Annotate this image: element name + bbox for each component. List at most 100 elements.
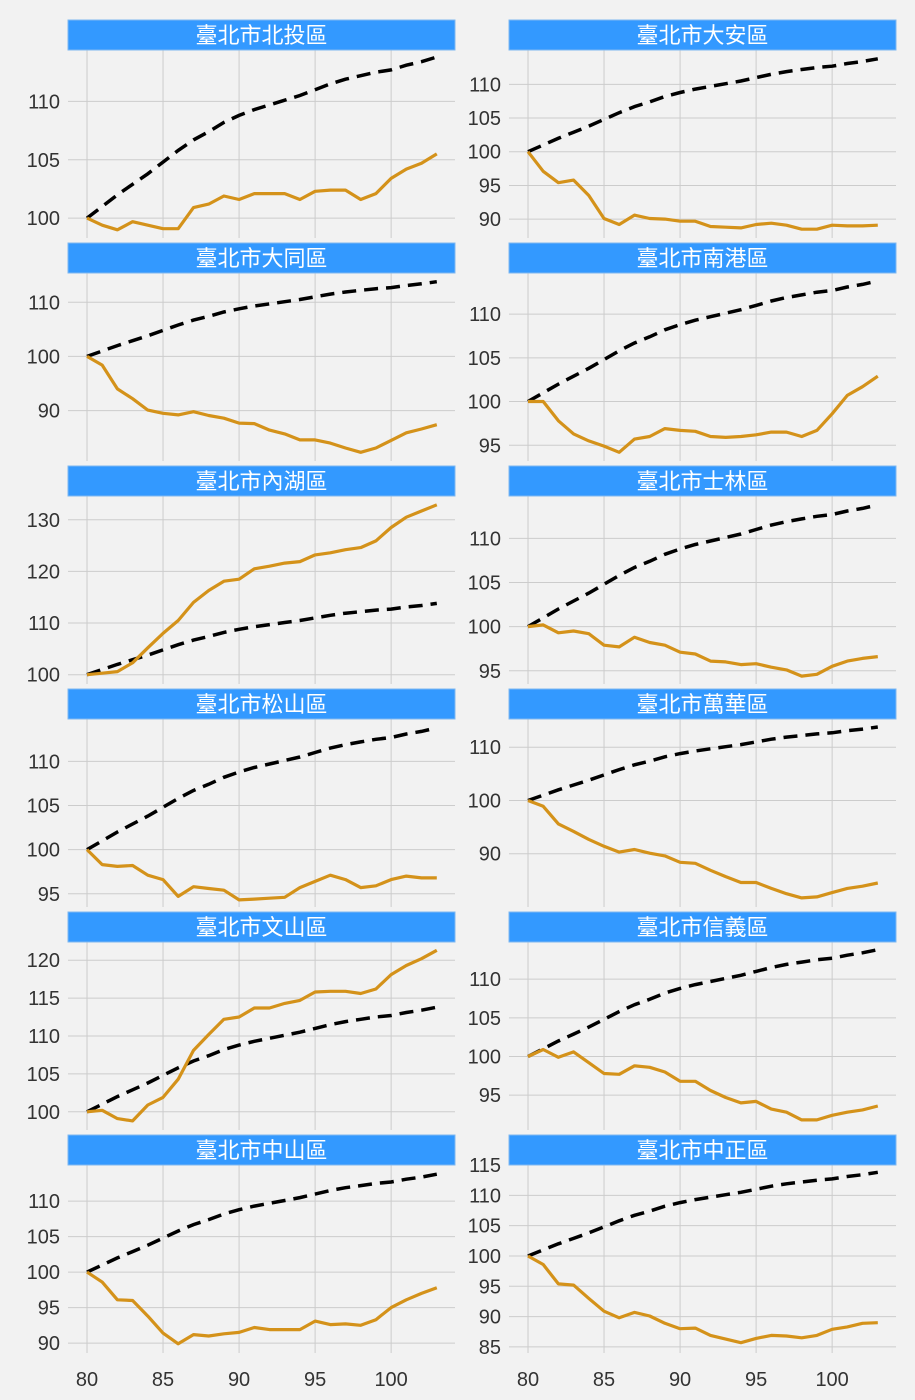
panel: 100 105 110 115 120 臺北市文山區 bbox=[27, 911, 456, 1130]
district-line bbox=[527, 1254, 878, 1345]
panel: 95 100 105 110 臺北市士林區 bbox=[468, 465, 897, 684]
district-line bbox=[86, 948, 438, 1123]
x-tick-label: 100 bbox=[374, 1369, 407, 1391]
y-tick-label: 95 bbox=[479, 175, 501, 197]
y-tick-label: 105 bbox=[468, 348, 501, 370]
y-tick-label: 110 bbox=[28, 91, 60, 113]
panel: 100 110 120 130 臺北市內湖區 bbox=[27, 465, 456, 687]
y-tick-label: 95 bbox=[38, 884, 60, 906]
y-tick-label: 105 bbox=[468, 108, 501, 130]
panel-title-bar bbox=[508, 911, 897, 943]
panel: 85 90 95 100 105 110 115 臺北市中正區 80 85 90 95 100 bbox=[468, 1134, 897, 1391]
y-tick-label: 100 bbox=[468, 1246, 501, 1268]
y-tick-label: 95 bbox=[479, 435, 501, 457]
reference-line bbox=[86, 1172, 438, 1274]
x-tick-label: 85 bbox=[593, 1369, 615, 1391]
y-tick-label: 95 bbox=[479, 1276, 501, 1298]
district-line bbox=[86, 355, 438, 454]
panel-title-bar bbox=[508, 242, 897, 274]
reference-line bbox=[527, 57, 879, 154]
panel: 90 100 110 臺北市大同區 bbox=[27, 242, 456, 461]
reference-line bbox=[86, 601, 438, 677]
x-tick-label: 85 bbox=[152, 1369, 174, 1391]
x-tick-label: 90 bbox=[669, 1369, 691, 1391]
y-tick-label: 110 bbox=[28, 613, 60, 635]
y-tick-label: 105 bbox=[27, 795, 60, 817]
y-tick-label: 105 bbox=[27, 150, 60, 172]
district-line bbox=[86, 152, 438, 232]
panel-title: 臺北市中正區 bbox=[636, 1139, 768, 1164]
y-tick-label: 105 bbox=[27, 1227, 60, 1249]
reference-line bbox=[85, 55, 438, 220]
reference-line bbox=[527, 725, 879, 803]
panel-title: 臺北市南港區 bbox=[636, 247, 768, 272]
y-tick-label: 115 bbox=[28, 988, 60, 1010]
district-line bbox=[527, 1047, 879, 1122]
y-tick-label: 90 bbox=[479, 1307, 501, 1329]
district-line bbox=[86, 503, 438, 677]
panel-title-bar bbox=[508, 465, 897, 497]
x-tick-label: 95 bbox=[304, 1369, 326, 1391]
y-tick-label: 85 bbox=[479, 1337, 501, 1359]
panel: 95 100 105 110 臺北市松山區 bbox=[27, 688, 456, 907]
y-tick-label: 105 bbox=[468, 1008, 501, 1030]
panel-title-bar bbox=[67, 465, 456, 497]
reference-line bbox=[527, 1170, 879, 1258]
y-tick-label: 100 bbox=[468, 1047, 501, 1069]
y-tick-label: 90 bbox=[38, 401, 60, 423]
y-tick-label: 110 bbox=[469, 1185, 501, 1207]
panel: 95 100 105 110 臺北市南港區 bbox=[468, 242, 897, 461]
y-tick-label: 90 bbox=[479, 844, 501, 866]
panel-title: 臺北市信義區 bbox=[636, 916, 768, 941]
panel-title: 臺北市北投區 bbox=[195, 24, 327, 49]
panel-title: 臺北市大安區 bbox=[636, 24, 768, 49]
y-tick-label: 100 bbox=[27, 665, 60, 687]
panel: 90 100 110 臺北市萬華區 bbox=[468, 688, 897, 907]
y-tick-label: 100 bbox=[27, 346, 60, 368]
y-tick-label: 120 bbox=[27, 561, 60, 583]
panel: 100 105 110 臺北市北投區 bbox=[27, 19, 456, 238]
panel-title: 臺北市中山區 bbox=[195, 1139, 327, 1164]
panel: 95 100 105 110 臺北市信義區 bbox=[468, 911, 897, 1130]
panel-title-bar bbox=[508, 19, 897, 51]
y-tick-label: 100 bbox=[27, 1262, 60, 1284]
panel-title: 臺北市萬華區 bbox=[636, 693, 768, 718]
y-tick-label: 95 bbox=[479, 661, 501, 683]
y-tick-label: 110 bbox=[469, 304, 501, 326]
y-tick-label: 90 bbox=[479, 209, 501, 231]
x-tick-label: 100 bbox=[815, 1369, 848, 1391]
y-tick-label: 100 bbox=[27, 840, 60, 862]
reference-line bbox=[86, 1005, 438, 1114]
y-tick-label: 90 bbox=[38, 1333, 60, 1355]
district-line bbox=[527, 623, 878, 678]
y-tick-label: 100 bbox=[468, 392, 501, 414]
y-tick-label: 105 bbox=[468, 572, 501, 594]
panel-title-bar bbox=[67, 242, 456, 274]
x-tick-label: 95 bbox=[745, 1369, 767, 1391]
y-tick-label: 100 bbox=[468, 790, 501, 812]
y-tick-label: 105 bbox=[468, 1216, 501, 1238]
reference-line bbox=[527, 947, 879, 1059]
y-tick-label: 110 bbox=[28, 751, 60, 773]
y-tick-label: 95 bbox=[38, 1298, 60, 1320]
x-tick-label: 90 bbox=[228, 1369, 250, 1391]
reference-line bbox=[86, 726, 438, 852]
panel-title: 臺北市大同區 bbox=[195, 247, 327, 272]
y-tick-label: 110 bbox=[28, 1026, 60, 1048]
panel: 90 95 100 105 110 臺北市大安區 bbox=[468, 19, 897, 238]
y-tick-label: 100 bbox=[27, 208, 60, 230]
y-tick-label: 95 bbox=[479, 1085, 501, 1107]
y-tick-label: 110 bbox=[469, 737, 501, 759]
district-line bbox=[526, 150, 878, 231]
y-tick-label: 110 bbox=[469, 969, 501, 991]
y-tick-label: 120 bbox=[27, 950, 60, 972]
panel-title: 臺北市文山區 bbox=[195, 916, 327, 941]
panel-title: 臺北市士林區 bbox=[636, 470, 768, 495]
y-tick-label: 100 bbox=[27, 1102, 60, 1124]
district-line bbox=[86, 1270, 438, 1346]
reference-line bbox=[527, 503, 879, 629]
y-tick-label: 110 bbox=[28, 1191, 60, 1213]
district-line bbox=[528, 374, 879, 454]
panel-title-bar bbox=[67, 911, 456, 943]
